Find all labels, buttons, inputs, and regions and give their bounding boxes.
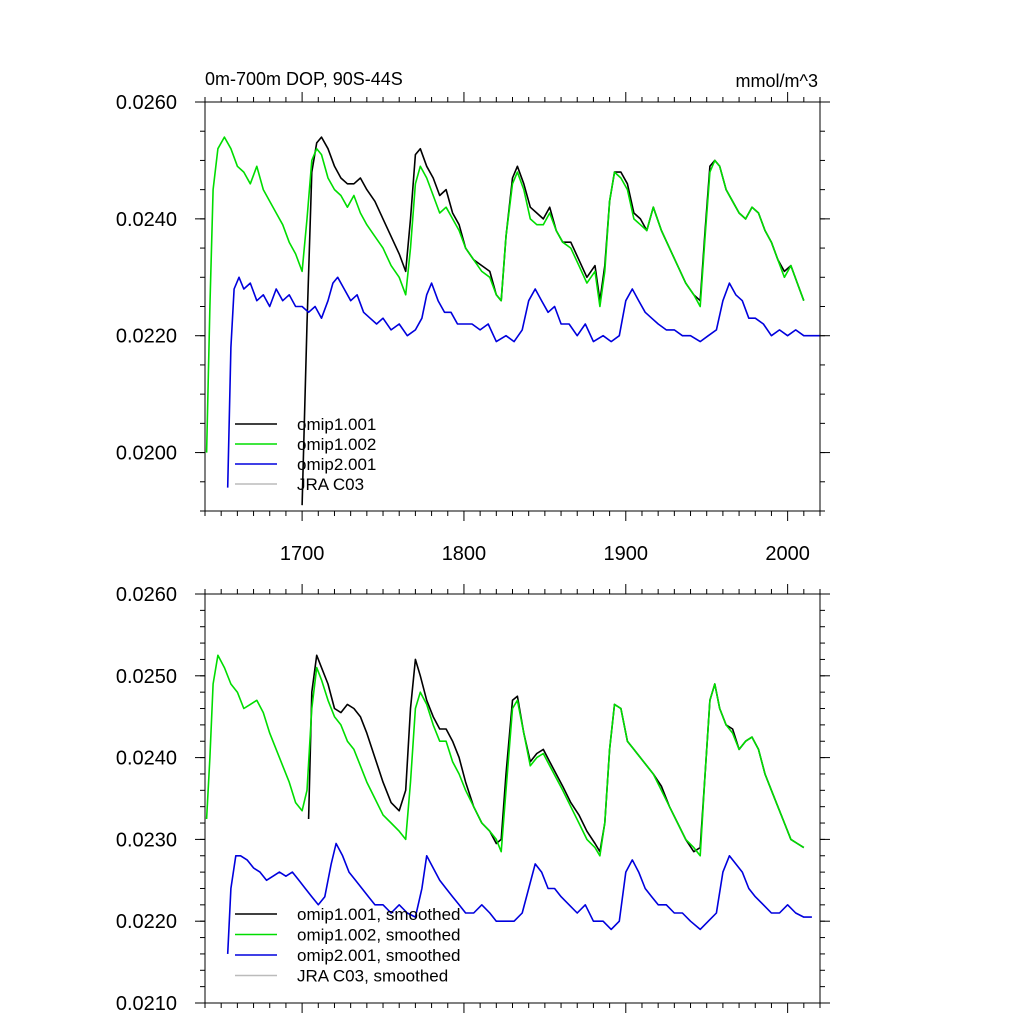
top-y-tick-label: 0.0200 bbox=[116, 443, 177, 465]
top-x-tick-label: 1900 bbox=[604, 543, 649, 565]
bottom-legend-label-0: omip1.001, smoothed bbox=[297, 905, 461, 924]
bottom-y-tick-label: 0.0260 bbox=[116, 584, 177, 606]
top-y-tick-label: 0.0260 bbox=[116, 92, 177, 114]
top-panel: 0m-700m DOP, 90S-44S mmol/m^3 1700 1800 19… bbox=[116, 69, 830, 565]
top-axes: 1700 1800 1900 2000 0.0200 0.0220 0.0240 0.0260 bbox=[116, 92, 830, 565]
top-series-line-1 bbox=[205, 136, 805, 453]
bottom-series-line-2 bbox=[226, 842, 812, 954]
top-panel-title: 0m-700m DOP, 90S-44S bbox=[205, 69, 403, 89]
bottom-legend-label-2: omip2.001, smoothed bbox=[297, 946, 461, 965]
top-legend-label-2: omip2.001 bbox=[297, 455, 376, 474]
top-y-tick-label: 0.0240 bbox=[116, 209, 177, 231]
top-series-line-2 bbox=[226, 276, 820, 488]
bottom-y-tick-label: 0.0230 bbox=[116, 829, 177, 851]
bottom-y-tick-label: 0.0210 bbox=[116, 993, 177, 1015]
bottom-y-tick-label: 0.0250 bbox=[116, 666, 177, 688]
top-legend-label-3: JRA C03 bbox=[297, 475, 364, 494]
bottom-y-tick-label: 0.0240 bbox=[116, 748, 177, 770]
bottom-series-line-1 bbox=[205, 654, 805, 857]
bottom-series-group bbox=[205, 654, 812, 954]
top-legend-label-0: omip1.001 bbox=[297, 415, 376, 434]
top-series-line-0 bbox=[301, 136, 805, 506]
bottom-panel: 0.0210 0.0220 0.0230 0.0240 0.0250 0.0260 omi… bbox=[116, 584, 830, 1015]
top-x-tick-label: 2000 bbox=[765, 543, 810, 565]
bottom-legend: omip1.001, smoothed omip1.002, smoothedom… bbox=[235, 905, 461, 986]
top-panel-units: mmol/m^3 bbox=[736, 71, 818, 91]
top-x-tick-label: 1800 bbox=[442, 543, 487, 565]
bottom-legend-label-1: omip1.002, smoothed bbox=[297, 926, 461, 945]
bottom-y-tick-label: 0.0220 bbox=[116, 911, 177, 933]
top-y-tick-label: 0.0220 bbox=[116, 326, 177, 348]
bottom-axes: 0.0210 0.0220 0.0230 0.0240 0.0250 0.0260 bbox=[116, 584, 830, 1015]
top-series-group bbox=[205, 136, 820, 506]
bottom-legend-label-3: JRA C03, smoothed bbox=[297, 967, 448, 986]
top-x-tick-label: 1700 bbox=[280, 543, 325, 565]
bottom-series-line-0 bbox=[307, 654, 805, 853]
top-legend-label-1: omip1.002 bbox=[297, 435, 376, 454]
